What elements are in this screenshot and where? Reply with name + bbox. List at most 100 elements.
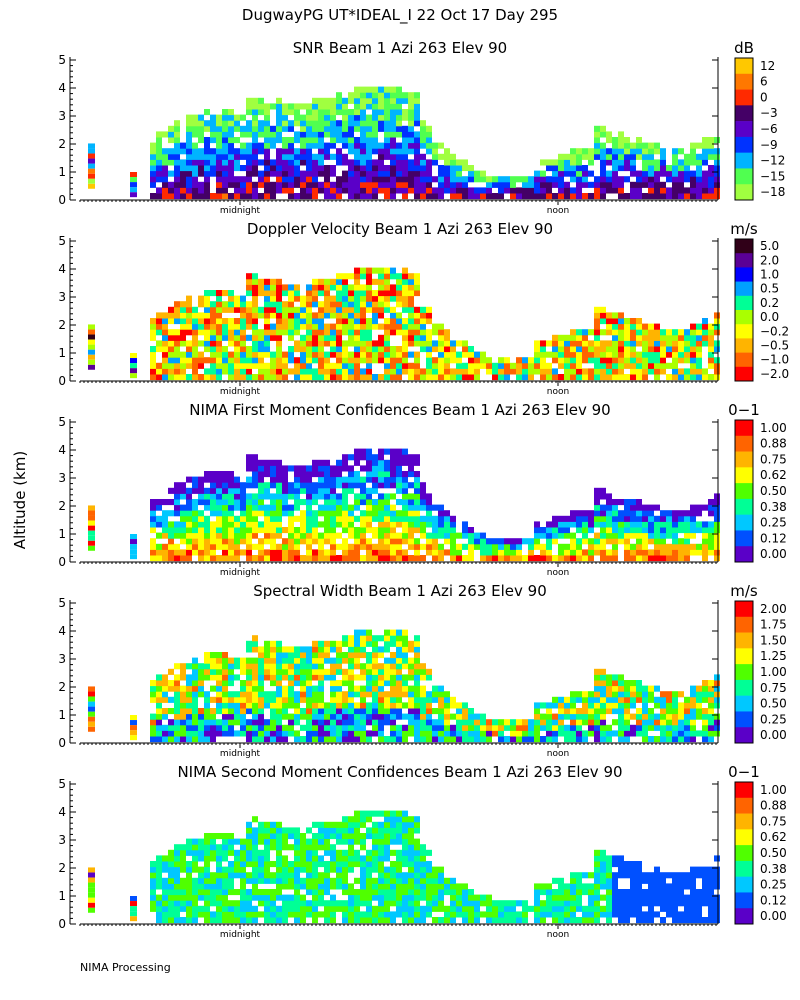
echo-cell [240, 142, 246, 149]
echo-cell [234, 362, 240, 369]
echo-cell [276, 685, 282, 692]
echo-cell [702, 170, 708, 177]
echo-cell [438, 170, 444, 177]
echo-cell [130, 353, 137, 358]
echo-cell [636, 318, 642, 325]
echo-cell [702, 680, 708, 687]
echo-cell [402, 159, 408, 166]
echo-cell [378, 165, 384, 172]
echo-cell [258, 730, 264, 737]
echo-cell [150, 736, 156, 743]
echo-cell [252, 193, 258, 200]
echo-cell [174, 504, 180, 511]
echo-cell [570, 334, 576, 341]
echo-cell [366, 165, 372, 172]
echo-cell [618, 334, 624, 341]
echo-cell [258, 284, 264, 291]
echo-cell [186, 476, 192, 483]
echo-cell [426, 170, 432, 177]
echo-cell [558, 515, 564, 522]
echo-cell [258, 487, 264, 494]
echo-cell [534, 719, 540, 726]
echo-cell [372, 504, 378, 511]
echo-cell [558, 193, 564, 200]
echo-cell [372, 454, 378, 461]
y-tick-label: 4 [58, 443, 66, 457]
echo-cell [408, 278, 414, 285]
echo-cell [624, 719, 630, 726]
echo-cell [618, 346, 624, 353]
echo-cell [606, 329, 612, 336]
echo-cell [276, 306, 282, 313]
echo-cell [384, 273, 390, 280]
echo-cell [606, 374, 612, 381]
echo-cell [240, 668, 246, 675]
echo-cell [402, 680, 408, 687]
echo-cell [492, 719, 498, 726]
echo-cell [606, 674, 612, 681]
echo-cell [306, 334, 312, 341]
echo-cell [432, 532, 438, 539]
echo-cell [330, 708, 336, 715]
echo-cell [384, 86, 390, 93]
echo-cell [168, 153, 174, 160]
echo-cell [384, 504, 390, 511]
echo-cell [582, 521, 588, 528]
echo-cell [330, 284, 336, 291]
echo-cell [660, 193, 666, 200]
echo-cell [414, 284, 420, 291]
y-tick-label: 1 [58, 346, 66, 360]
echo-cell [366, 493, 372, 500]
echo-cell [288, 538, 294, 545]
echo-cell [414, 329, 420, 336]
echo-cell [624, 159, 630, 166]
echo-cell [438, 176, 444, 183]
echo-cell [384, 702, 390, 709]
echo-cell [252, 181, 258, 188]
echo-cell [252, 114, 258, 121]
echo-cell [300, 482, 306, 489]
echo-cell [390, 696, 396, 703]
echo-cell [408, 691, 414, 698]
echo-cell [288, 306, 294, 313]
echo-cell [564, 724, 570, 731]
echo-cell [312, 696, 318, 703]
echo-cell [192, 724, 198, 731]
echo-cell [390, 312, 396, 319]
echo-cell [678, 555, 684, 562]
echo-cell [246, 97, 252, 104]
echo-cell [186, 499, 192, 506]
echo-cell [486, 538, 492, 545]
echo-cell [174, 549, 180, 556]
echo-cell [666, 510, 672, 517]
echo-cell [276, 510, 282, 517]
echo-cell [654, 362, 660, 369]
echo-cell [504, 555, 510, 562]
echo-cell [180, 674, 186, 681]
echo-cell [282, 137, 288, 144]
echo-cell [234, 334, 240, 341]
echo-cell [666, 521, 672, 528]
echo-cell [558, 696, 564, 703]
echo-cell [282, 652, 288, 659]
echo-cell [444, 724, 450, 731]
echo-cell [456, 708, 462, 715]
echo-cell [690, 736, 696, 743]
echo-cell [222, 555, 228, 562]
echo-cell [408, 170, 414, 177]
echo-cell [384, 193, 390, 200]
echo-cell [606, 159, 612, 166]
echo-cell [282, 527, 288, 534]
echo-cell [702, 719, 708, 726]
echo-cell [198, 357, 204, 364]
echo-cell [264, 329, 270, 336]
echo-cell [684, 538, 690, 545]
echo-cell [204, 368, 210, 375]
legend-label: 0.62 [760, 468, 787, 482]
echo-cell [330, 713, 336, 720]
echo-cell [594, 493, 600, 500]
echo-cell [660, 334, 666, 341]
echo-cell [336, 329, 342, 336]
echo-cell [348, 295, 354, 302]
echo-cell [384, 170, 390, 177]
